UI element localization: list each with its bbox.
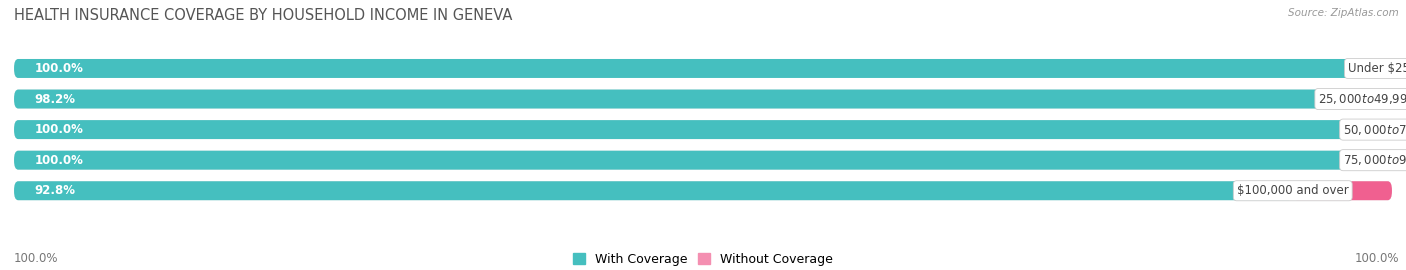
FancyBboxPatch shape <box>14 151 1392 170</box>
Legend: With Coverage, Without Coverage: With Coverage, Without Coverage <box>572 253 834 266</box>
Text: $75,000 to $99,999: $75,000 to $99,999 <box>1343 153 1406 167</box>
FancyBboxPatch shape <box>14 120 1392 139</box>
Text: 92.8%: 92.8% <box>35 184 76 197</box>
Text: $50,000 to $74,999: $50,000 to $74,999 <box>1343 123 1406 137</box>
Text: 100.0%: 100.0% <box>14 252 59 265</box>
Text: $25,000 to $49,999: $25,000 to $49,999 <box>1319 92 1406 106</box>
Text: 98.2%: 98.2% <box>35 93 76 106</box>
Text: HEALTH INSURANCE COVERAGE BY HOUSEHOLD INCOME IN GENEVA: HEALTH INSURANCE COVERAGE BY HOUSEHOLD I… <box>14 8 512 23</box>
FancyBboxPatch shape <box>14 181 1292 200</box>
Text: 100.0%: 100.0% <box>35 123 83 136</box>
FancyBboxPatch shape <box>14 90 1367 109</box>
Text: $100,000 and over: $100,000 and over <box>1237 184 1348 197</box>
FancyBboxPatch shape <box>14 151 1392 170</box>
Text: Under $25,000: Under $25,000 <box>1348 62 1406 75</box>
FancyBboxPatch shape <box>1367 90 1392 109</box>
Text: 100.0%: 100.0% <box>35 154 83 167</box>
FancyBboxPatch shape <box>14 181 1392 200</box>
Text: 100.0%: 100.0% <box>35 62 83 75</box>
FancyBboxPatch shape <box>14 120 1392 139</box>
FancyBboxPatch shape <box>14 59 1392 78</box>
FancyBboxPatch shape <box>14 59 1392 78</box>
FancyBboxPatch shape <box>1292 181 1392 200</box>
FancyBboxPatch shape <box>14 90 1392 109</box>
Text: 100.0%: 100.0% <box>1354 252 1399 265</box>
Text: Source: ZipAtlas.com: Source: ZipAtlas.com <box>1288 8 1399 18</box>
